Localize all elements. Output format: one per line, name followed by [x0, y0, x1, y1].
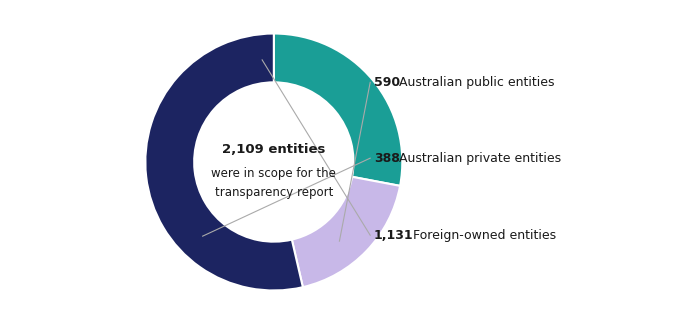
Text: Australian public entities: Australian public entities [395, 76, 555, 89]
Text: 1,131: 1,131 [374, 229, 413, 242]
Text: Australian private entities: Australian private entities [395, 152, 562, 165]
Wedge shape [145, 33, 303, 291]
Text: 590: 590 [374, 76, 400, 89]
Text: 388: 388 [374, 152, 400, 165]
Text: Foreign-owned entities: Foreign-owned entities [409, 229, 557, 242]
Wedge shape [292, 177, 400, 287]
Text: were in scope for the
transparency report: were in scope for the transparency repor… [212, 167, 336, 199]
Text: 2,109 entities: 2,109 entities [222, 143, 325, 156]
Wedge shape [274, 33, 402, 186]
